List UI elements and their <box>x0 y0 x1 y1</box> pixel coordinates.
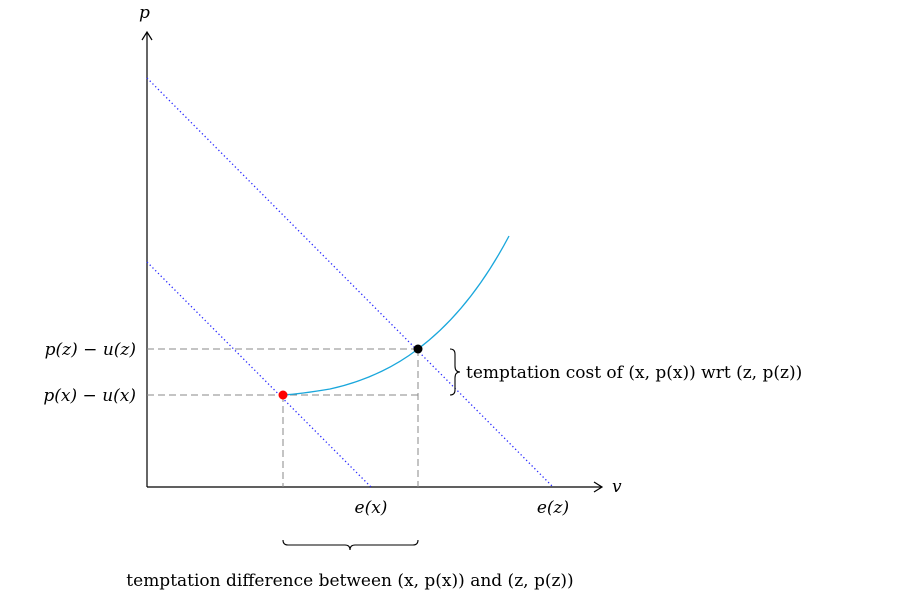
x-axis-arrow <box>593 481 604 493</box>
y-axis-label: p <box>139 3 150 23</box>
x-tick-ex-label: e(x) <box>355 498 388 518</box>
bottom-brace <box>282 539 419 551</box>
y-tick-upper-label: p(z) − u(z) <box>45 340 136 360</box>
x-tick-ez-label: e(z) <box>537 498 569 518</box>
point-z <box>413 344 423 354</box>
y-tick-lower-label: p(x) − u(x) <box>43 386 136 406</box>
difference-annotation: temptation difference between (x, p(x)) … <box>126 571 573 591</box>
dotted-line-upper <box>146 77 554 488</box>
right-brace <box>449 348 461 396</box>
dotted-line-lower <box>146 261 372 488</box>
x-axis-label: v <box>612 477 622 497</box>
point-x <box>278 390 288 400</box>
cost-annotation: temptation cost of (x, p(x)) wrt (z, p(z… <box>466 363 802 383</box>
y-axis-arrow <box>141 30 153 41</box>
curve <box>282 235 510 396</box>
